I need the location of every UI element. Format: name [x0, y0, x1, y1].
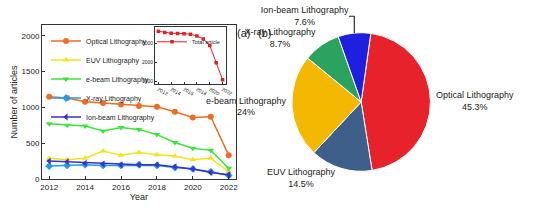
svg-text:500: 500	[26, 139, 40, 148]
svg-text:2012: 2012	[40, 183, 58, 192]
svg-text:e-beam Lithography: e-beam Lithography	[86, 76, 149, 84]
svg-text:Optical Lithography45.3%: Optical Lithography45.3%	[436, 90, 514, 112]
svg-text:2000: 2000	[22, 32, 40, 41]
svg-text:2022: 2022	[221, 86, 234, 97]
svg-text:2014: 2014	[169, 86, 182, 97]
svg-text:Number of articles: Number of articles	[9, 65, 19, 139]
svg-text:2000: 2000	[142, 59, 153, 65]
svg-text:2016: 2016	[112, 183, 130, 192]
svg-text:Year: Year	[130, 192, 148, 202]
svg-text:2012: 2012	[157, 86, 170, 97]
svg-text:(b): (b)	[258, 27, 271, 39]
svg-text:Optical Lithography: Optical Lithography	[86, 38, 147, 46]
svg-text:Ion-beam Lithography7.6%: Ion-beam Lithography7.6%	[261, 5, 349, 27]
svg-text:2014: 2014	[76, 183, 94, 192]
svg-text:1500: 1500	[22, 67, 40, 76]
svg-text:1000: 1000	[22, 103, 40, 112]
svg-text:EUV Lithography: EUV Lithography	[86, 57, 139, 65]
svg-text:2018: 2018	[148, 183, 166, 192]
svg-text:EUV Lithography14.5%: EUV Lithography14.5%	[267, 167, 336, 189]
svg-text:2020: 2020	[184, 183, 202, 192]
svg-text:2022: 2022	[220, 183, 238, 192]
svg-text:2020: 2020	[208, 86, 221, 97]
svg-text:X-ray Lithography8.7%: X-ray Lithography8.7%	[244, 27, 316, 49]
svg-text:2018: 2018	[195, 86, 208, 97]
svg-text:3000: 3000	[142, 40, 154, 47]
svg-text:X-ray Lithography: X-ray Lithography	[86, 95, 142, 103]
svg-text:2016: 2016	[182, 86, 195, 97]
svg-text:e-beam Lithography24%: e-beam Lithography24%	[206, 96, 287, 118]
svg-text:(a): (a)	[237, 27, 250, 39]
svg-text:Ion-beam Lithography: Ion-beam Lithography	[86, 114, 155, 122]
svg-text:Total article: Total article	[192, 39, 220, 45]
svg-text:0: 0	[35, 175, 40, 184]
